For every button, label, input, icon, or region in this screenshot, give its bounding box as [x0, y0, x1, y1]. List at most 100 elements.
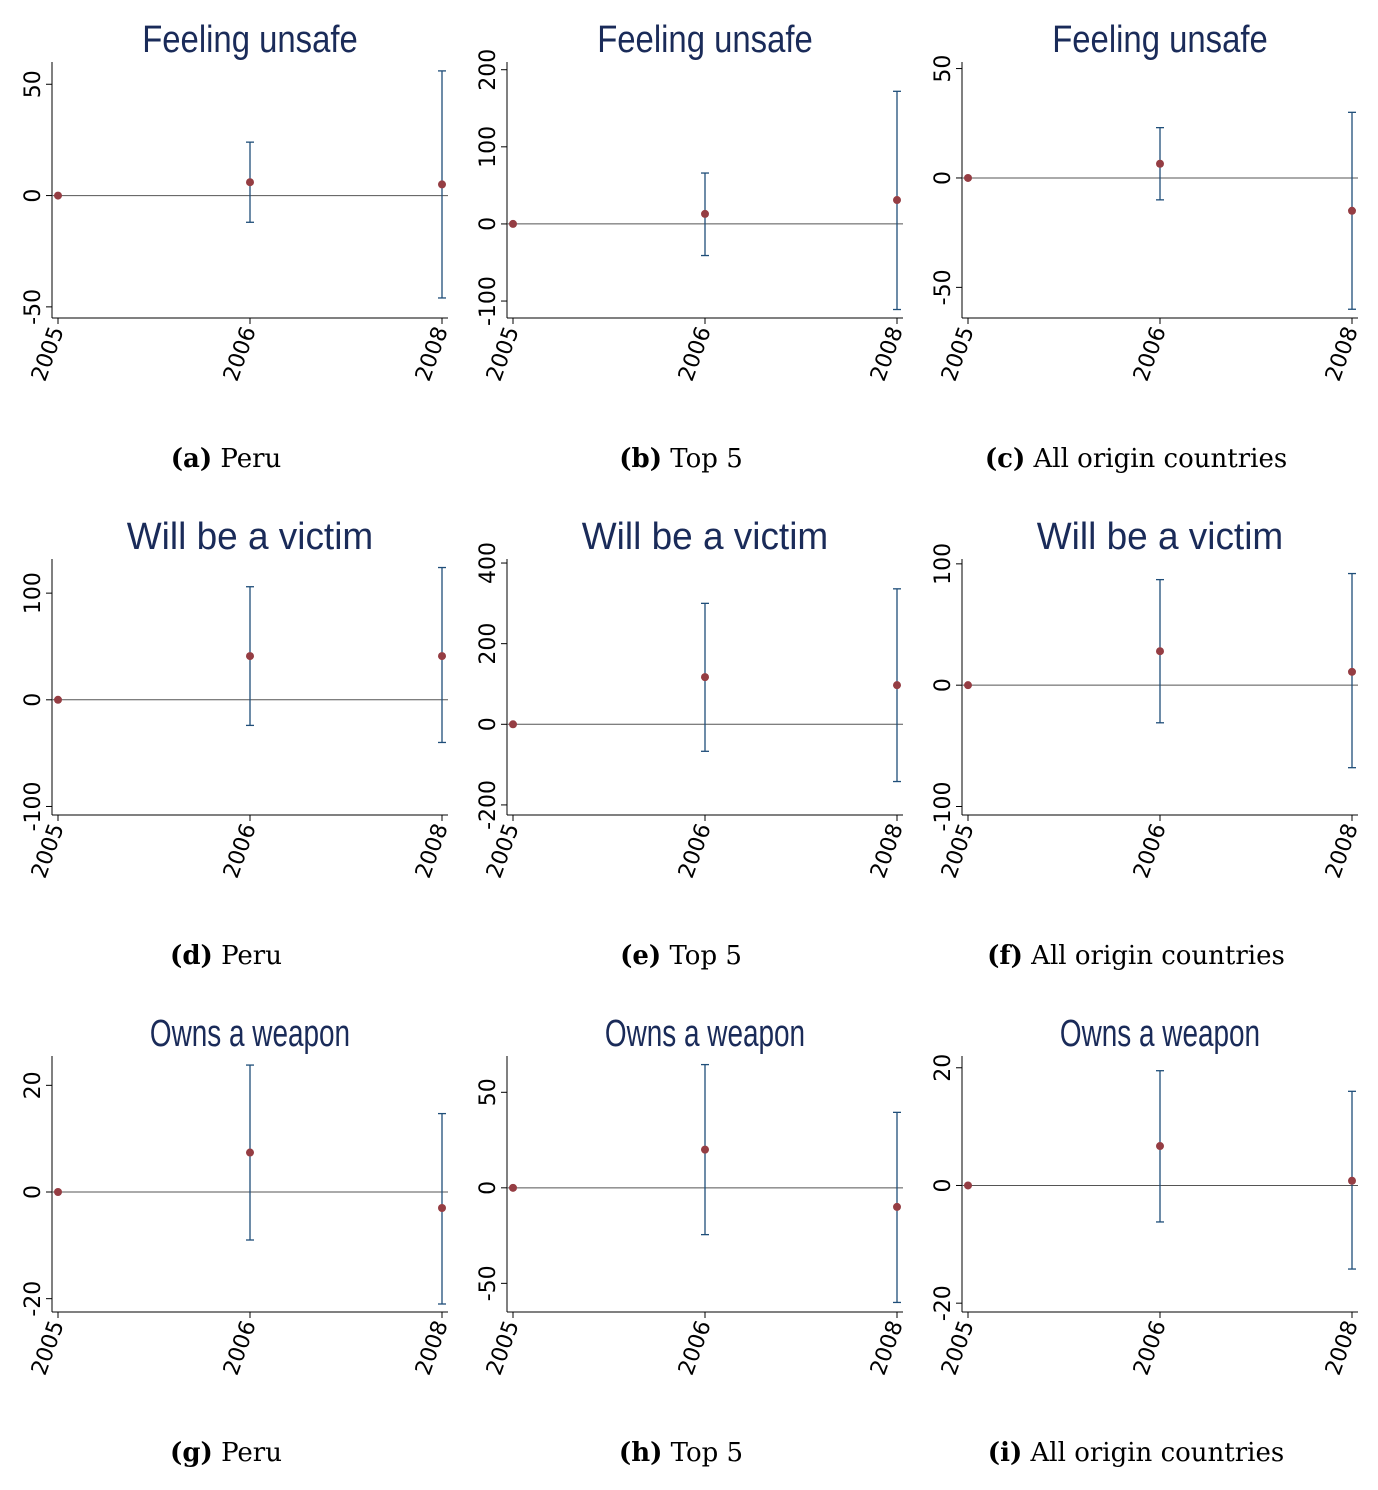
- caption-letter: (f): [987, 941, 1023, 971]
- y-tick-label: 0: [931, 171, 956, 185]
- x-tick-label: 2008: [411, 324, 452, 385]
- chart-panel-c: Feeling unsafe 50 0 -50 2005 2006 2008 (c) All …: [910, 0, 1362, 496]
- chart-panel-b: Feeling unsafe 200 100 0 -100 2005 2006 2008 (b)…: [455, 0, 907, 496]
- x-tick-label: 2005: [27, 1318, 70, 1379]
- y-tick-label: 0: [21, 189, 46, 203]
- caption-text: Top 5: [662, 444, 743, 474]
- caption-text: All origin countries: [1025, 444, 1288, 474]
- y-tick-label: 100: [476, 126, 501, 168]
- x-tick-label: 2006: [219, 324, 262, 385]
- estimate-point: [509, 1183, 517, 1192]
- estimate-point: [438, 652, 446, 661]
- caption-text: Top 5: [661, 941, 742, 971]
- caption-letter: (i): [987, 1438, 1023, 1468]
- chart-panel-i: Owns a weapon 20 0 -20 2005 2006 2008 (i) All o…: [910, 994, 1362, 1490]
- x-tick-label: 2006: [1129, 1318, 1172, 1379]
- panel-caption: (d) Peru: [0, 941, 452, 971]
- estimate-point: [893, 681, 901, 690]
- panel-title: Will be a victim: [582, 516, 828, 558]
- panel-caption: (h) Top 5: [455, 1438, 907, 1468]
- estimate-point: [893, 196, 901, 205]
- x-tick-label: 2008: [411, 821, 452, 882]
- estimate-point: [893, 1202, 901, 1211]
- panel-caption: (g) Peru: [0, 1438, 452, 1468]
- y-tick-label: 0: [21, 693, 46, 707]
- estimate-point: [246, 652, 254, 661]
- panel-caption: (a) Peru: [0, 444, 452, 474]
- y-tick-label: -50: [931, 269, 956, 305]
- panel-title: Owns a weapon: [1060, 1013, 1260, 1055]
- y-tick-label: -100: [476, 276, 501, 326]
- x-tick-label: 2006: [674, 1318, 717, 1379]
- panel-caption: (c) All origin countries: [910, 444, 1362, 474]
- estimate-point: [964, 1181, 972, 1190]
- chart-panel-f: Will be a victim 100 0 -100 2005 2006 2008 (f) …: [910, 497, 1362, 993]
- y-tick-label: 0: [476, 1181, 501, 1195]
- x-tick-label: 2008: [1321, 821, 1362, 882]
- y-tick-label: 200: [476, 49, 501, 91]
- estimate-point: [438, 1204, 446, 1212]
- caption-letter: (g): [170, 1438, 213, 1468]
- panel-title: Owns a weapon: [150, 1013, 350, 1055]
- estimate-point: [964, 173, 972, 182]
- estimate-point: [701, 673, 709, 682]
- panel-title: Will be a victim: [127, 516, 373, 558]
- panel-caption: (b) Top 5: [455, 444, 907, 474]
- panel-title: Feeling unsafe: [1052, 19, 1268, 61]
- estimate-point: [701, 1145, 709, 1154]
- chart-panel-a: Feeling unsafe 50 0 -50 2005 2006 2008 (a) Peru: [0, 0, 452, 496]
- x-tick-label: 2008: [866, 324, 907, 385]
- estimate-point: [509, 720, 517, 729]
- caption-letter: (d): [170, 941, 213, 971]
- y-tick-label: 0: [21, 1185, 46, 1199]
- caption-letter: (b): [619, 444, 663, 474]
- chart-panel-d: Will be a victim 100 0 -100 2005 2006 2008 (d) …: [0, 497, 452, 993]
- x-tick-label: 2005: [937, 324, 980, 385]
- estimate-point: [246, 1148, 254, 1157]
- estimate-point: [54, 695, 62, 704]
- caption-text: All origin countries: [1022, 1438, 1285, 1468]
- estimate-point: [1156, 1142, 1164, 1151]
- x-tick-label: 2008: [1321, 1318, 1362, 1379]
- caption-letter: (e): [620, 941, 662, 971]
- y-tick-label: 0: [476, 717, 501, 731]
- panel-title: Feeling unsafe: [142, 19, 358, 61]
- panel-title: Will be a victim: [1037, 516, 1283, 558]
- estimate-point: [1156, 647, 1164, 656]
- estimate-point: [246, 178, 254, 187]
- estimate-point: [509, 219, 517, 228]
- estimate-point: [1348, 1176, 1356, 1185]
- caption-letter: (c): [984, 444, 1026, 474]
- x-tick-label: 2005: [27, 324, 70, 385]
- y-tick-label: 100: [931, 543, 956, 585]
- x-tick-label: 2006: [1129, 821, 1172, 882]
- x-tick-label: 2006: [674, 821, 717, 882]
- x-tick-label: 2008: [866, 1318, 907, 1379]
- estimate-point: [54, 1188, 62, 1196]
- y-tick-label: -100: [931, 782, 956, 832]
- y-tick-label: 200: [476, 623, 501, 665]
- chart-panel-h: Owns a weapon 50 0 -50 2005 2006 2008 (h) Top 5: [455, 994, 907, 1490]
- chart-svg-c: Feeling unsafe 50 0 -50 2005 2006 2008: [931, 19, 1362, 385]
- chart-panel-e: Will be a victim 400 200 0 -200 2005 2006 2008(…: [455, 497, 907, 993]
- x-tick-label: 2006: [219, 1318, 262, 1379]
- caption-text: Top 5: [662, 1438, 744, 1468]
- chart-panel-g: Owns a weapon 20 0 -20 2005 2006 2008 (g) Peru: [0, 994, 452, 1490]
- y-tick-label: 0: [476, 217, 501, 231]
- y-tick-label: 50: [931, 55, 956, 83]
- estimate-point: [1156, 159, 1164, 168]
- caption-letter: (a): [170, 444, 213, 474]
- caption-text: Peru: [212, 444, 282, 474]
- x-tick-label: 2005: [482, 1318, 525, 1379]
- y-tick-label: -200: [476, 780, 501, 830]
- panel-caption: (i) All origin countries: [910, 1438, 1362, 1468]
- x-tick-label: 2008: [866, 821, 907, 882]
- caption-letter: (h): [618, 1438, 663, 1468]
